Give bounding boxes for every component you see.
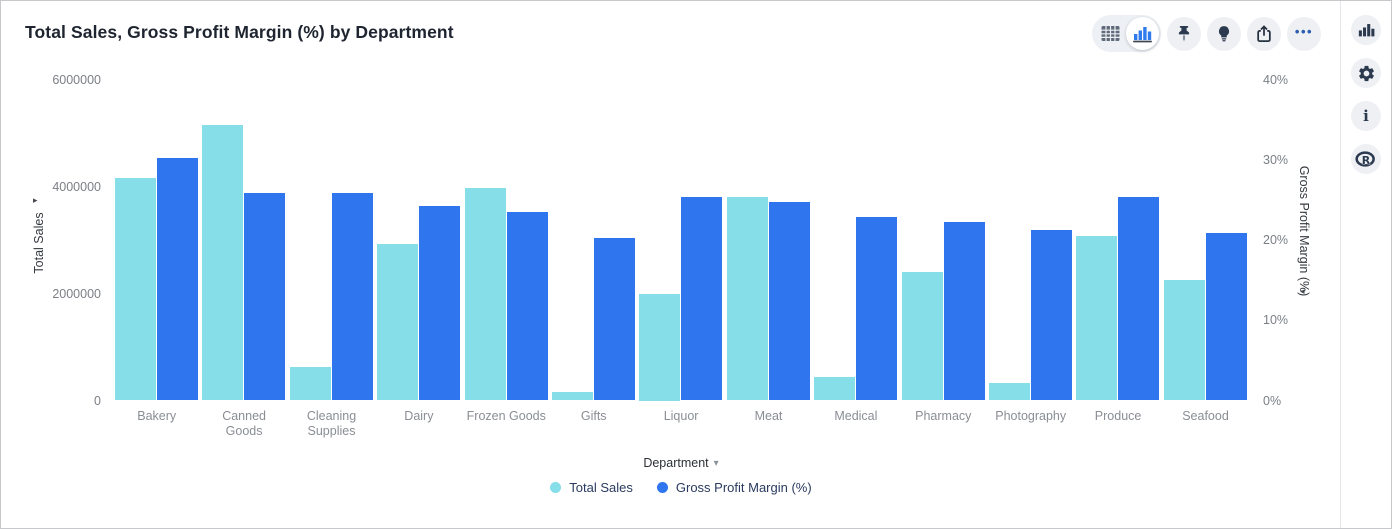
bar-total-sales[interactable] xyxy=(814,377,856,401)
y-axis-tick-right: 20% xyxy=(1263,233,1289,247)
legend-label: Total Sales xyxy=(569,480,633,495)
info-icon: i xyxy=(1363,106,1369,125)
x-axis-category-label: Cleaning Supplies xyxy=(306,409,357,438)
x-axis-category-label: Canned Goods xyxy=(222,409,266,438)
bar-gross-profit-margin[interactable] xyxy=(681,196,723,401)
y-axis-tick-left: 4000000 xyxy=(52,179,101,194)
x-axis-category-label: Produce xyxy=(1094,409,1142,423)
legend-item[interactable]: Total Sales xyxy=(550,480,633,495)
x-axis-category-label: Meat xyxy=(754,409,783,423)
x-axis-category-label: Medical xyxy=(834,409,878,423)
insights-button[interactable] xyxy=(1207,16,1241,51)
widget-toolbar: ••• xyxy=(1092,15,1321,52)
y-axis-tick-left: 2000000 xyxy=(52,286,101,301)
pin-button[interactable] xyxy=(1167,16,1201,51)
x-axis-category-label: Liquor xyxy=(663,409,699,423)
x-axis-category-label: Seafood xyxy=(1182,409,1229,423)
more-button[interactable]: ••• xyxy=(1287,16,1321,51)
x-axis-field-selector[interactable]: Department ▾ xyxy=(113,456,1249,470)
r-logo-icon: R xyxy=(1355,150,1377,168)
y-axis-tick-right: 30% xyxy=(1263,152,1289,167)
bar-gross-profit-margin[interactable] xyxy=(419,206,461,401)
chart-title: Total Sales, Gross Profit Margin (%) by … xyxy=(25,22,454,42)
bar-chart-icon xyxy=(1133,25,1152,43)
right-axis-sort-arrow[interactable]: ◂ xyxy=(1300,286,1305,296)
svg-text:R: R xyxy=(1362,154,1371,167)
x-axis-category-label: Photography xyxy=(995,409,1067,423)
table-icon xyxy=(1101,25,1120,42)
legend-item[interactable]: Gross Profit Margin (%) xyxy=(656,480,812,495)
x-axis-category-label: Pharmacy xyxy=(915,409,972,423)
chart-options-button[interactable] xyxy=(1351,15,1381,45)
legend-dot-icon xyxy=(550,482,562,493)
legend-dot-icon xyxy=(656,482,668,493)
bar-total-sales[interactable] xyxy=(901,271,943,401)
lightbulb-icon xyxy=(1214,24,1234,44)
bar-gross-profit-margin[interactable] xyxy=(594,238,635,401)
y-axis-tick-left: 0 xyxy=(94,393,101,408)
share-icon xyxy=(1254,24,1274,44)
bar-total-sales[interactable] xyxy=(1163,279,1205,401)
y-axis-tick-left: 6000000 xyxy=(52,72,101,87)
bar-gross-profit-margin[interactable] xyxy=(856,216,898,401)
bar-chart-icon xyxy=(1358,22,1375,38)
ellipsis-icon: ••• xyxy=(1294,24,1314,39)
pin-icon xyxy=(1174,24,1194,44)
chart-legend: Total Sales Gross Profit Margin (%) xyxy=(113,480,1249,495)
bar-total-sales[interactable] xyxy=(1076,236,1118,401)
y-axis-tick-right: 40% xyxy=(1263,72,1289,87)
legend-label: Gross Profit Margin (%) xyxy=(675,480,812,495)
chart-view-button[interactable] xyxy=(1126,17,1159,50)
view-toggle xyxy=(1092,15,1161,52)
chevron-down-icon: ▾ xyxy=(713,457,719,469)
bar-total-sales[interactable] xyxy=(639,293,681,401)
table-view-button[interactable] xyxy=(1094,17,1126,50)
left-axis-sort-arrow[interactable]: ▸ xyxy=(33,195,38,205)
x-axis-category-label: Dairy xyxy=(404,409,434,423)
bar-gross-profit-margin[interactable] xyxy=(768,202,810,401)
bar-gross-profit-margin[interactable] xyxy=(157,158,198,401)
bar-gross-profit-margin[interactable] xyxy=(943,221,985,401)
bar-total-sales[interactable] xyxy=(726,196,768,401)
bar-gross-profit-margin[interactable] xyxy=(331,193,373,401)
r-logo-button[interactable]: R xyxy=(1351,144,1381,174)
bar-gross-profit-margin[interactable] xyxy=(1118,197,1160,401)
bar-total-sales[interactable] xyxy=(377,244,419,401)
bar-total-sales[interactable] xyxy=(552,392,593,401)
x-axis-category-label: Gifts xyxy=(580,409,607,423)
bar-total-sales[interactable] xyxy=(202,124,244,401)
bar-total-sales[interactable] xyxy=(115,178,156,401)
x-axis-category-label: Frozen Goods xyxy=(466,409,546,423)
bar-gross-profit-margin[interactable] xyxy=(244,192,286,401)
x-axis-category-label: Bakery xyxy=(137,409,177,423)
y-axis-tick-right: 0% xyxy=(1263,393,1282,408)
gear-icon xyxy=(1357,64,1376,83)
bar-total-sales[interactable] xyxy=(989,383,1030,401)
info-button[interactable]: i xyxy=(1351,101,1381,131)
settings-button[interactable] xyxy=(1351,58,1381,88)
export-button[interactable] xyxy=(1247,16,1281,51)
y-axis-tick-right: 10% xyxy=(1263,313,1289,328)
x-axis-label: Department xyxy=(643,456,709,470)
bar-total-sales[interactable] xyxy=(464,188,506,401)
bar-gross-profit-margin[interactable] xyxy=(1031,230,1072,401)
bar-gross-profit-margin[interactable] xyxy=(1205,232,1247,401)
side-rail: i R xyxy=(1340,1,1391,528)
bar-total-sales[interactable] xyxy=(289,367,331,401)
bar-gross-profit-margin[interactable] xyxy=(506,211,548,401)
